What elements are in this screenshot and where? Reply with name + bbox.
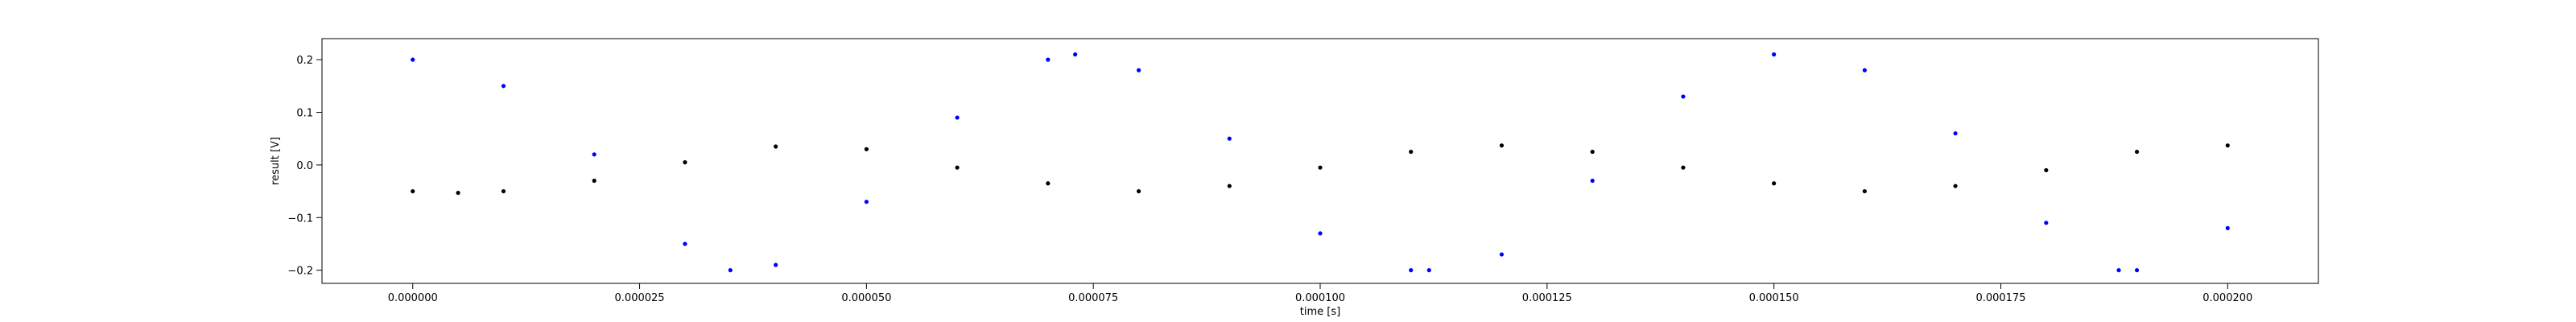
data-point xyxy=(501,84,506,89)
data-point xyxy=(955,165,960,170)
data-point xyxy=(2134,149,2140,155)
y-tick-label: 0.1 xyxy=(296,108,313,120)
data-point xyxy=(592,152,597,157)
y-axis: −0.2 −0.1 0.0 0.1 0.2 xyxy=(287,55,322,278)
y-axis-label: result [V] xyxy=(270,137,282,185)
x-tick-label: 0.000200 xyxy=(2202,292,2252,304)
data-point xyxy=(864,200,869,204)
data-point xyxy=(683,242,687,246)
x-tick-label: 0.000000 xyxy=(388,292,438,304)
y-tick-label: −0.2 xyxy=(287,266,313,278)
data-point xyxy=(1318,165,1323,170)
x-tick-label: 0.000100 xyxy=(1295,292,1345,304)
data-point xyxy=(592,178,597,184)
data-point xyxy=(1318,231,1323,236)
series-layer xyxy=(411,52,2230,273)
data-point xyxy=(456,190,460,196)
y-tick-label: −0.1 xyxy=(287,213,313,225)
data-point xyxy=(1136,188,1141,194)
series-0 xyxy=(411,52,2230,273)
data-point xyxy=(1409,149,1414,155)
data-point xyxy=(1409,268,1414,273)
data-point xyxy=(1953,131,1958,136)
data-point xyxy=(1590,149,1595,155)
data-point xyxy=(728,268,733,273)
x-tick-label: 0.000175 xyxy=(1975,292,2025,304)
data-point xyxy=(411,188,415,194)
x-axis: 0.000000 0.000025 0.000050 0.000075 0.000100… xyxy=(388,283,2252,304)
data-point xyxy=(501,188,506,194)
data-point xyxy=(2044,221,2049,225)
data-point xyxy=(1590,178,1595,184)
data-point xyxy=(955,115,960,120)
data-point xyxy=(1046,181,1051,186)
plot-frame xyxy=(321,38,2319,284)
data-point xyxy=(1046,57,1051,62)
data-point xyxy=(864,147,869,151)
data-point xyxy=(1953,184,1958,188)
data-point xyxy=(1073,52,1078,57)
y-tick-label: 0.0 xyxy=(296,160,313,172)
data-point xyxy=(2116,268,2121,273)
data-point xyxy=(1426,268,1431,273)
data-point xyxy=(1772,52,1777,57)
x-tick-label: 0.000125 xyxy=(1522,292,1572,304)
data-point xyxy=(1681,165,1686,170)
x-tick-label: 0.000025 xyxy=(615,292,665,304)
data-point xyxy=(1227,184,1232,188)
data-point xyxy=(683,160,687,165)
data-point xyxy=(774,144,778,149)
x-tick-label: 0.000150 xyxy=(1749,292,1799,304)
data-point xyxy=(1681,94,1686,99)
data-point xyxy=(2225,143,2230,148)
data-point xyxy=(1862,68,1867,72)
data-point xyxy=(1772,181,1777,186)
data-point xyxy=(1862,188,1867,194)
series-1 xyxy=(411,143,2230,196)
data-point xyxy=(774,262,778,267)
data-point xyxy=(411,57,415,62)
data-point xyxy=(2225,225,2230,230)
data-point xyxy=(2134,268,2140,273)
data-point xyxy=(1499,143,1505,148)
x-axis-label: time [s] xyxy=(1300,306,1340,318)
data-point xyxy=(1136,68,1141,72)
data-point xyxy=(1227,136,1232,141)
data-point xyxy=(2044,167,2049,173)
x-tick-label: 0.000050 xyxy=(841,292,891,304)
y-tick-label: 0.2 xyxy=(296,55,313,67)
data-point xyxy=(1499,252,1505,257)
x-tick-label: 0.000075 xyxy=(1068,292,1118,304)
